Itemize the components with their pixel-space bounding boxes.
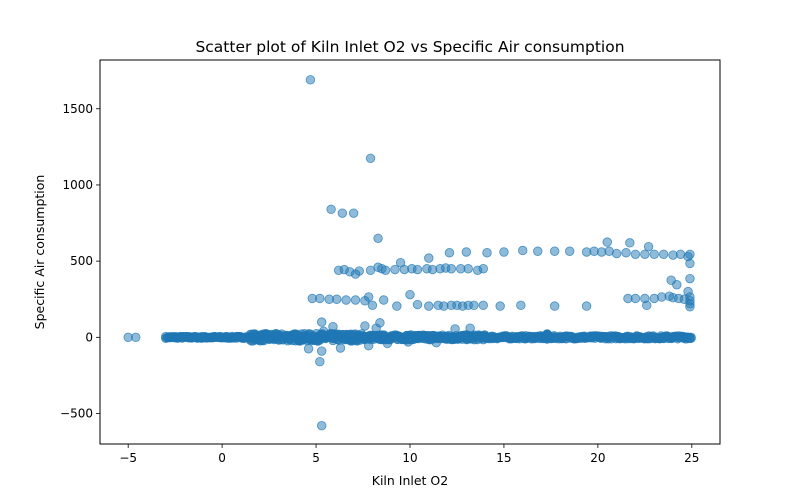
scatter-point [424, 253, 434, 263]
scatter-point [672, 280, 682, 290]
scatter-point [341, 295, 351, 305]
scatter-point [685, 273, 695, 284]
scatter-point [549, 301, 560, 311]
scatter-point [363, 341, 374, 351]
scatter-point [611, 248, 622, 259]
scatter-point [446, 264, 457, 274]
scatter-point [463, 264, 473, 274]
scatter-point [533, 246, 543, 256]
scatter-point [392, 301, 402, 311]
scatter-point [450, 324, 460, 334]
scatter-point [685, 258, 695, 269]
y-tick-label: 500 [70, 254, 93, 268]
scatter-point [625, 238, 635, 248]
scatter-point [328, 321, 338, 332]
scatter-point [130, 332, 141, 343]
scatter-point [630, 293, 641, 304]
scatter-point [516, 300, 526, 311]
scatter-point [643, 241, 654, 252]
scatter-point [412, 299, 423, 310]
scatter-point [461, 247, 472, 257]
chart-title: Scatter plot of Kiln Inlet O2 vs Specifi… [195, 38, 624, 56]
scatter-point [602, 237, 612, 247]
scatter-point [367, 300, 378, 311]
scatter-point [305, 75, 316, 85]
y-axis-ticks: −500 0 500 1000 1500 [60, 102, 100, 421]
scatter-point [649, 293, 659, 304]
scatter-point [335, 343, 346, 353]
scatter-point [686, 333, 696, 343]
scatter-point [317, 317, 327, 327]
y-tick-label: 1000 [62, 178, 93, 192]
scatter-point [303, 344, 314, 354]
scatter-point [581, 301, 592, 311]
scatter-point [373, 233, 383, 243]
scatter-point [375, 318, 385, 328]
scatter-points [123, 75, 696, 431]
scatter-point [337, 208, 348, 218]
scatter-point [363, 292, 374, 302]
scatter-point [518, 245, 528, 256]
scatter-point [315, 357, 325, 367]
scatter-point [649, 249, 659, 259]
scatter-point [350, 295, 361, 305]
scatter-point [444, 248, 455, 258]
scatter-point [390, 264, 400, 275]
scatter-point [482, 248, 492, 258]
scatter-point [348, 208, 359, 218]
scatter-point [403, 337, 413, 347]
scatter-point [469, 300, 479, 311]
x-tick-label: 5 [312, 451, 320, 465]
x-tick-label: 0 [218, 451, 226, 465]
y-tick-label: 1500 [62, 102, 93, 116]
scatter-point [317, 421, 327, 431]
x-tick-label: −5 [119, 451, 137, 465]
scatter-point [465, 323, 475, 333]
x-tick-label: 15 [496, 451, 511, 465]
scatter-point [315, 293, 325, 304]
scatter-point [360, 321, 370, 331]
scatter-point [382, 338, 393, 349]
scatter-point [621, 248, 631, 258]
scatter-point [565, 246, 575, 256]
scatter-point [685, 302, 695, 312]
scatter-point [642, 300, 652, 311]
scatter-point [685, 249, 695, 259]
scatter-point [478, 300, 488, 311]
scatter-point [424, 301, 434, 311]
y-tick-label: −500 [60, 407, 93, 421]
scatter-point [640, 249, 650, 259]
x-axis-label: Kiln Inlet O2 [372, 473, 448, 488]
scatter-point [326, 204, 336, 215]
scatter-point [549, 246, 560, 256]
x-tick-label: 20 [590, 451, 605, 465]
scatter-point [683, 286, 693, 297]
x-axis-ticks: −5 0 5 10 15 20 25 [119, 444, 699, 465]
x-tick-label: 10 [402, 451, 417, 465]
scatter-point [630, 249, 641, 259]
scatter-point [354, 266, 364, 276]
scatter-point [380, 265, 391, 275]
scatter-point [499, 247, 509, 257]
y-tick-label: 0 [85, 330, 93, 344]
y-axis-label: Specific Air consumption [32, 175, 47, 330]
scatter-point [365, 153, 376, 163]
scatter-point [405, 289, 415, 300]
scatter-point [478, 264, 488, 274]
x-tick-label: 25 [684, 451, 699, 465]
scatter-point [332, 294, 342, 304]
scatter-point [431, 337, 442, 348]
scatter-point [318, 326, 329, 336]
scatter-point [379, 295, 389, 305]
scatter-point [412, 264, 423, 275]
scatter-point [542, 330, 552, 340]
scatter-point [658, 249, 669, 259]
scatter-point [495, 301, 505, 311]
scatter-point [317, 346, 327, 356]
